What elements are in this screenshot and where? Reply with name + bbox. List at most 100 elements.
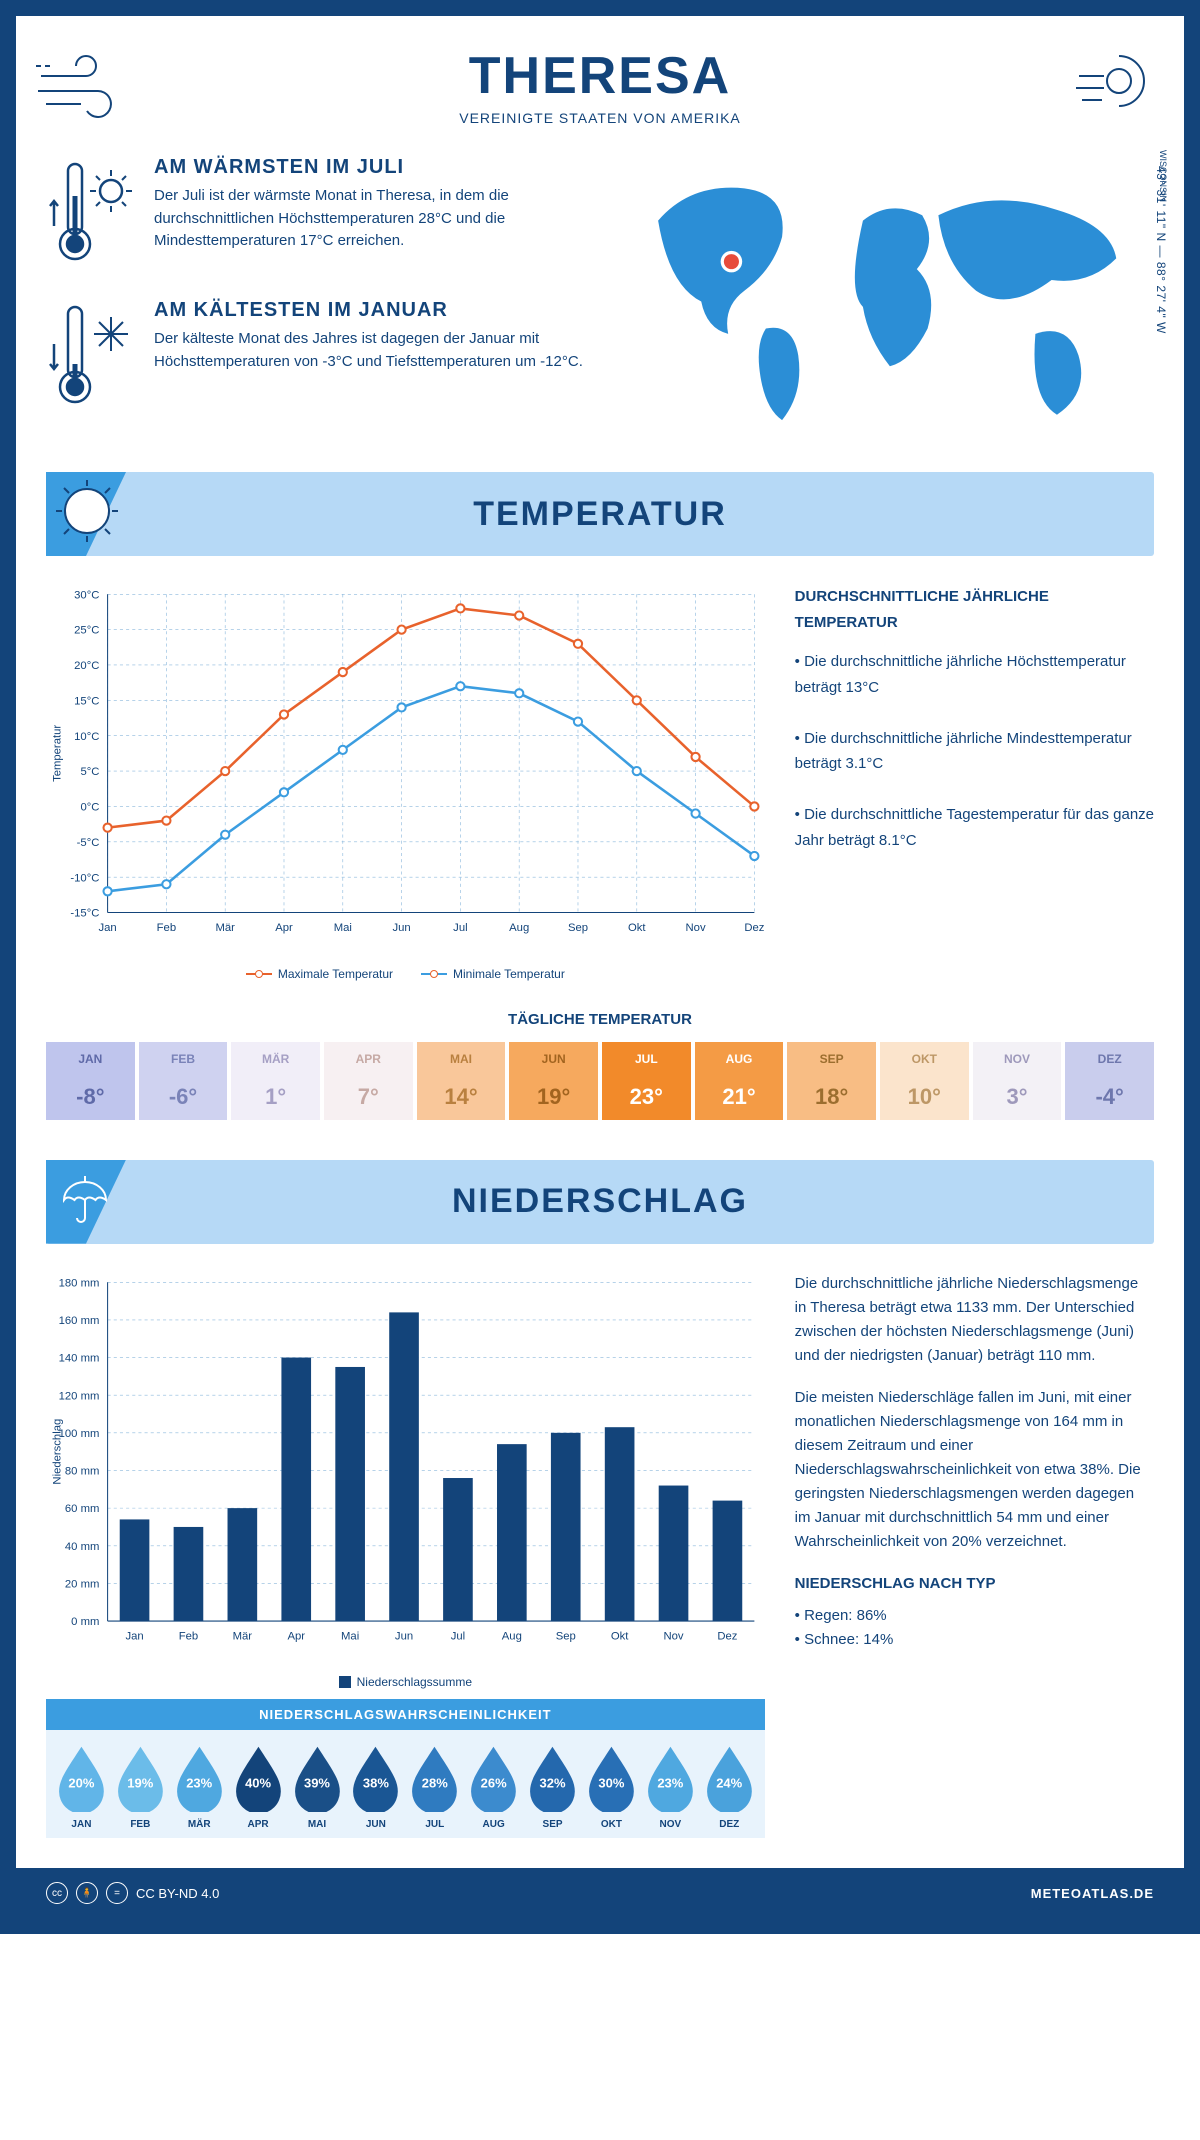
sun-icon [56, 480, 118, 542]
svg-text:Jan: Jan [125, 1630, 143, 1642]
svg-text:Sep: Sep [568, 922, 588, 934]
city-title: THERESA [46, 46, 1154, 106]
warmest-text: Der Juli ist der wärmste Monat in Theres… [154, 185, 585, 253]
svg-text:15°C: 15°C [74, 695, 99, 707]
svg-text:160 mm: 160 mm [59, 1315, 100, 1327]
license-text: CC BY-ND 4.0 [136, 1886, 219, 1901]
svg-text:Jun: Jun [392, 922, 410, 934]
precip-title: NIEDERSCHLAG [452, 1182, 748, 1221]
daily-cell: JUN19° [509, 1042, 598, 1120]
svg-text:100 mm: 100 mm [59, 1428, 100, 1440]
precip-para-1: Die durchschnittliche jährliche Niedersc… [795, 1272, 1154, 1368]
prob-drop: 28% JUL [405, 1742, 464, 1831]
prob-drop: 38% JUN [346, 1742, 405, 1831]
coldest-block: AM KÄLTESTEN IM JANUAR Der kälteste Mona… [46, 299, 585, 414]
svg-text:20°C: 20°C [74, 660, 99, 672]
daily-cell: JUL23° [602, 1042, 691, 1120]
svg-text:-5°C: -5°C [77, 837, 100, 849]
prob-drop: 24% DEZ [700, 1742, 759, 1831]
prob-drop: 23% NOV [641, 1742, 700, 1831]
daily-cell: NOV3° [973, 1042, 1062, 1120]
svg-text:180 mm: 180 mm [59, 1277, 100, 1289]
svg-text:Jul: Jul [453, 922, 467, 934]
coldest-heading: AM KÄLTESTEN IM JANUAR [154, 299, 585, 322]
svg-text:Jul: Jul [451, 1630, 465, 1642]
daily-cell: APR7° [324, 1042, 413, 1120]
daily-cell: MAI14° [417, 1042, 506, 1120]
footer: cc 🧍 = CC BY-ND 4.0 METEOATLAS.DE [16, 1868, 1184, 1918]
prob-drop: 30% OKT [582, 1742, 641, 1831]
daily-cell: DEZ-4° [1065, 1042, 1154, 1120]
daily-temp-section: TÄGLICHE TEMPERATUR JAN-8° FEB-6° MÄR1° … [46, 1011, 1154, 1120]
wind-icon-right [1064, 46, 1164, 126]
daily-cell: MÄR1° [231, 1042, 320, 1120]
temp-fact-3: • Die durchschnittliche Tagestemperatur … [795, 802, 1154, 853]
temp-fact-1: • Die durchschnittliche jährliche Höchst… [795, 649, 1154, 700]
svg-text:Jun: Jun [395, 1630, 413, 1642]
svg-text:Jan: Jan [98, 922, 116, 934]
svg-text:0 mm: 0 mm [71, 1616, 99, 1628]
umbrella-icon [56, 1168, 114, 1226]
svg-text:Feb: Feb [157, 922, 176, 934]
prob-section: NIEDERSCHLAGSWAHRSCHEINLICHKEIT 20% JAN … [46, 1699, 765, 1839]
legend-min-label: Minimale Temperatur [453, 967, 565, 981]
svg-text:120 mm: 120 mm [59, 1390, 100, 1402]
temp-facts: DURCHSCHNITTLICHE JÄHRLICHE TEMPERATUR •… [795, 584, 1154, 981]
svg-text:Nov: Nov [663, 1630, 683, 1642]
infographic-page: THERESA VEREINIGTE STAATEN VON AMERIKA [0, 0, 1200, 1934]
svg-text:60 mm: 60 mm [65, 1503, 99, 1515]
map-block: WISCONSIN 43° 31' 11" N — 88° 27' 4" W [615, 156, 1154, 442]
svg-text:Okt: Okt [611, 1630, 629, 1642]
svg-text:25°C: 25°C [74, 625, 99, 637]
precip-type-heading: NIEDERSCHLAG NACH TYP [795, 1572, 1154, 1596]
daily-cell: OKT10° [880, 1042, 969, 1120]
temp-legend: .lg-line:nth-child(1)::before{border-col… [46, 967, 765, 981]
svg-text:Dez: Dez [717, 1630, 737, 1642]
precip-facts: Die durchschnittliche jährliche Niedersc… [795, 1272, 1154, 1839]
svg-text:5°C: 5°C [80, 766, 99, 778]
wind-icon-left [36, 46, 136, 126]
svg-text:Temperatur: Temperatur [51, 725, 63, 782]
svg-text:Mär: Mär [233, 1630, 253, 1642]
precip-para-2: Die meisten Niederschläge fallen im Juni… [795, 1386, 1154, 1554]
svg-text:Mär: Mär [215, 922, 235, 934]
coords-label: 43° 31' 11" N — 88° 27' 4" W [1154, 166, 1168, 334]
temp-section-head: TEMPERATUR [46, 472, 1154, 556]
by-icon: 🧍 [76, 1882, 98, 1904]
svg-text:Nov: Nov [686, 922, 706, 934]
country-subtitle: VEREINIGTE STAATEN VON AMERIKA [46, 110, 1154, 126]
temp-fact-2: • Die durchschnittliche jährliche Mindes… [795, 726, 1154, 777]
svg-text:Mai: Mai [334, 922, 352, 934]
daily-cell: AUG21° [695, 1042, 784, 1120]
svg-text:Apr: Apr [275, 922, 293, 934]
svg-text:Apr: Apr [287, 1630, 305, 1642]
precip-section-head: NIEDERSCHLAG [46, 1160, 1154, 1244]
header: THERESA VEREINIGTE STAATEN VON AMERIKA [46, 36, 1154, 156]
prob-drop: 20% JAN [52, 1742, 111, 1831]
svg-text:Niederschlag: Niederschlag [51, 1418, 63, 1484]
svg-text:Aug: Aug [509, 922, 529, 934]
prob-drop: 26% AUG [464, 1742, 523, 1831]
legend-max-label: Maximale Temperatur [278, 967, 393, 981]
svg-text:Okt: Okt [628, 922, 646, 934]
daily-cell: JAN-8° [46, 1042, 135, 1120]
precip-type-1: • Regen: 86% [795, 1604, 1154, 1628]
svg-text:140 mm: 140 mm [59, 1352, 100, 1364]
intro-section: AM WÄRMSTEN IM JULI Der Juli ist der wär… [46, 156, 1154, 442]
temp-chart: -15°C-10°C-5°C0°C5°C10°C15°C20°C25°C30°C… [46, 584, 765, 981]
prob-drop: 32% SEP [523, 1742, 582, 1831]
svg-text:40 mm: 40 mm [65, 1540, 99, 1552]
svg-text:30°C: 30°C [74, 589, 99, 601]
thermometer-hot-icon [46, 156, 136, 271]
svg-text:Sep: Sep [556, 1630, 576, 1642]
temp-title: TEMPERATUR [473, 495, 727, 534]
svg-text:Feb: Feb [179, 1630, 198, 1642]
svg-text:-15°C: -15°C [70, 908, 99, 920]
coldest-text: Der kälteste Monat des Jahres ist dagege… [154, 328, 585, 373]
precip-legend-label: Niederschlagssumme [357, 1675, 472, 1689]
daily-cell: SEP18° [787, 1042, 876, 1120]
svg-text:Aug: Aug [502, 1630, 522, 1642]
prob-drop: 19% FEB [111, 1742, 170, 1831]
nd-icon: = [106, 1882, 128, 1904]
site-name: METEOATLAS.DE [1031, 1886, 1154, 1901]
